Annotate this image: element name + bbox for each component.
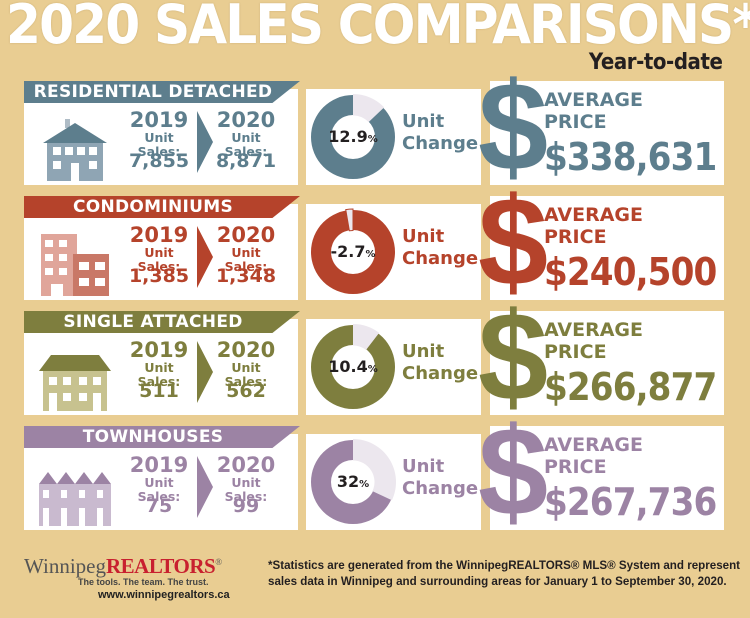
unit-change-label: Unit Change [402, 341, 479, 384]
unit-sales-label: Unit Sales: [224, 360, 268, 389]
year-b: 2020 [216, 338, 276, 362]
average-price-panel [490, 196, 724, 300]
donut-change-segment [345, 208, 354, 232]
page-subtitle: Year-to-date [588, 50, 722, 75]
unit-sales-a: 75 [145, 495, 173, 517]
average-price-value: $266,877 [544, 365, 717, 409]
unit-sales-label: Unit Sales: [137, 130, 181, 159]
year-a: 2019 [129, 453, 189, 477]
average-price-label: AVERAGE PRICE [544, 319, 644, 363]
arrow-right-icon [197, 111, 213, 173]
year-b: 2020 [216, 223, 276, 247]
average-price-value: $240,500 [544, 250, 717, 294]
donut-change-segment [353, 439, 396, 501]
donut-ring [311, 325, 395, 409]
unit-sales-label: Unit Sales: [137, 360, 181, 389]
donut-change-segment [353, 324, 380, 350]
unit-sales-label: Unit Sales: [224, 475, 268, 504]
logo-tagline: The tools. The team. The trust. [78, 577, 209, 587]
average-price-panel [490, 81, 724, 185]
category-row: RESIDENTIAL DETACHED 2019 Unit Sales: 7,… [0, 59, 750, 195]
website-link[interactable]: www.winnipegrealtors.ca [98, 589, 230, 601]
arrow-right-icon [197, 341, 213, 403]
condo-building-icon [41, 234, 109, 296]
arrow-right-icon [197, 456, 213, 518]
average-price-label: AVERAGE PRICE [544, 434, 644, 478]
category-row: SINGLE ATTACHED 2019 Unit Sales: 511 202… [0, 289, 750, 425]
townhouse-icon [39, 472, 111, 526]
dollar-icon: $ [478, 286, 549, 427]
category-row: CONDOMINIUMS 2019 Unit Sales: 1,385 2020… [0, 174, 750, 310]
category-banner: TOWNHOUSES [24, 426, 300, 448]
unit-sales-b: 1,348 [215, 265, 277, 287]
average-price-value: $338,631 [544, 135, 717, 179]
change-donut [311, 439, 396, 524]
duplex-icon [39, 355, 111, 411]
change-donut [311, 94, 395, 179]
unit-sales-label: Unit Sales: [137, 245, 181, 274]
change-donut [311, 324, 395, 409]
unit-sales-label: Unit Sales: [137, 475, 181, 504]
change-percent: 32% [336, 472, 370, 491]
category-row: TOWNHOUSES 2019 Unit Sales: 75 2020 Unit… [0, 404, 750, 540]
average-price-label: AVERAGE PRICE [544, 204, 644, 248]
category-banner: SINGLE ATTACHED [24, 311, 300, 333]
winnipeg-realtors-logo: WinnipegREALTORS® [24, 554, 223, 578]
category-banner: CONDOMINIUMS [24, 196, 300, 218]
year-a: 2019 [129, 338, 189, 362]
year-a: 2019 [129, 108, 189, 132]
arrow-right-icon [197, 226, 213, 288]
unit-sales-a: 7,855 [128, 150, 190, 172]
unit-change-label: Unit Change [402, 456, 479, 499]
footnote: *Statistics are generated from the Winni… [268, 559, 741, 588]
unit-sales-label: Unit Sales: [224, 245, 268, 274]
change-percent: 12.9% [328, 127, 378, 146]
unit-sales-a: 1,385 [128, 265, 190, 287]
unit-sales-a: 511 [139, 380, 179, 402]
unit-sales-b: 562 [226, 380, 266, 402]
dollar-icon: $ [478, 171, 549, 312]
unit-sales-b: 8,871 [215, 150, 277, 172]
dollar-icon: $ [478, 56, 549, 197]
category-banner: RESIDENTIAL DETACHED [24, 81, 300, 103]
year-b: 2020 [216, 108, 276, 132]
page-title: 2020 SALES COMPARISONS* [6, 0, 750, 56]
year-b: 2020 [216, 453, 276, 477]
unit-sales-b: 99 [232, 495, 260, 517]
year-a: 2019 [129, 223, 189, 247]
donut-ring [311, 210, 395, 294]
change-donut [311, 208, 395, 294]
donut-change-segment [353, 94, 385, 123]
average-price-value: $267,736 [544, 480, 717, 524]
dollar-icon: $ [478, 401, 549, 542]
change-percent: 10.4% [328, 357, 378, 376]
unit-change-label: Unit Change [402, 226, 479, 269]
change-percent: -2.7% [330, 242, 376, 261]
unit-change-label: Unit Change [402, 111, 479, 154]
average-price-label: AVERAGE PRICE [544, 89, 644, 133]
house-icon [43, 119, 107, 181]
average-price-panel [490, 426, 724, 530]
unit-sales-label: Unit Sales: [224, 130, 268, 159]
average-price-panel [490, 311, 724, 415]
